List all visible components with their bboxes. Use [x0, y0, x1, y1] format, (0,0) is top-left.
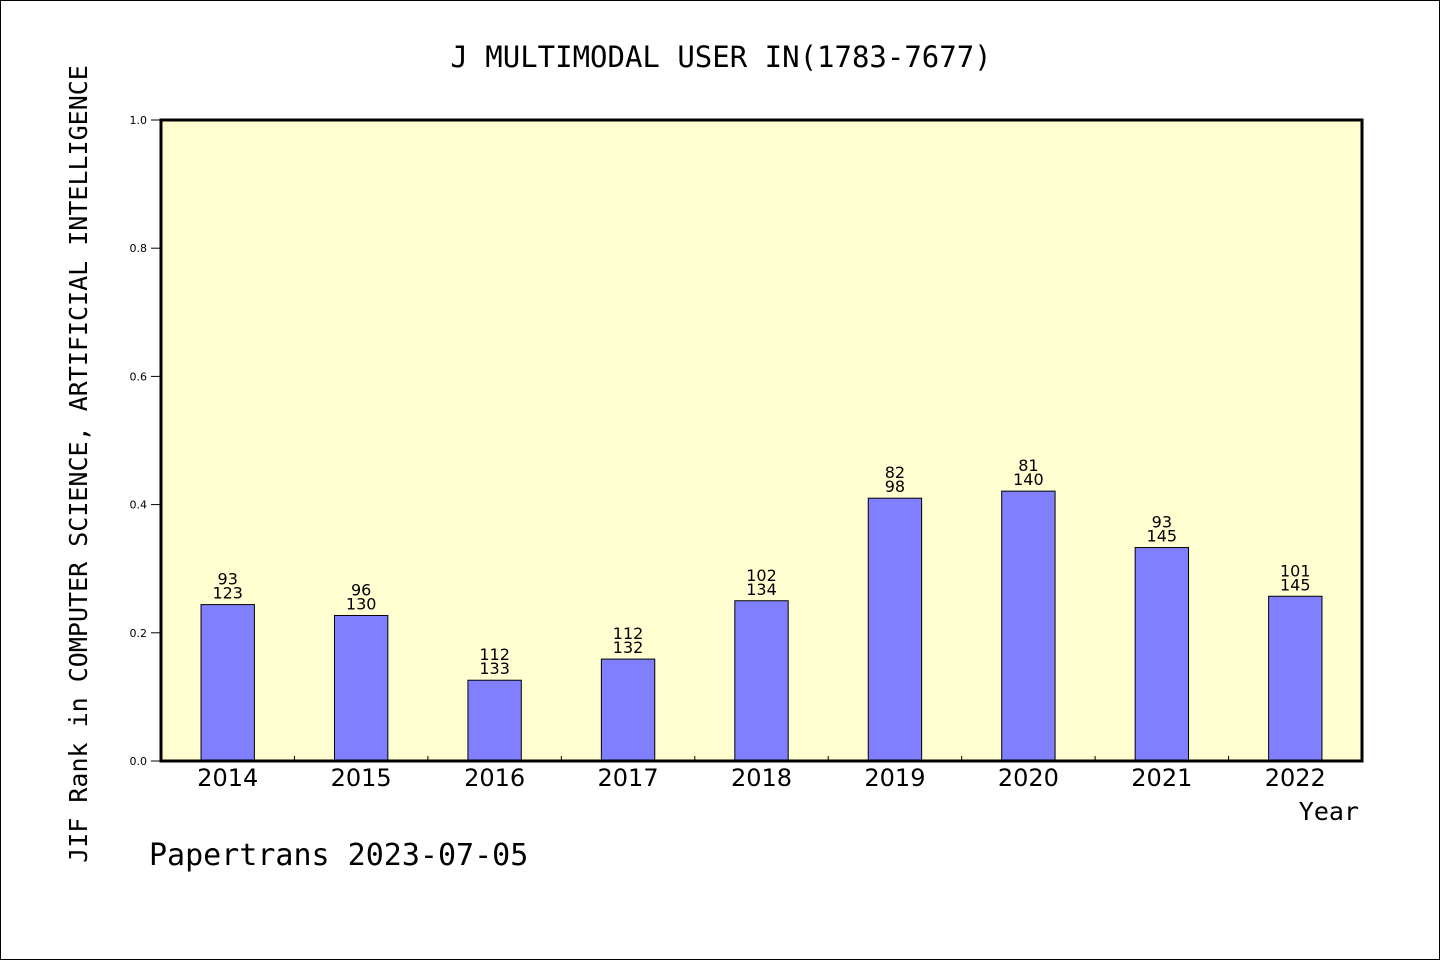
x-tick-label-2019: 2019 — [864, 764, 925, 792]
bar-2015 — [333, 614, 389, 762]
bar-total-label-2016: 133 — [479, 659, 510, 678]
bar-total-label-2020: 140 — [1013, 470, 1044, 489]
bar-2021 — [1134, 547, 1190, 762]
bar-rank-label-2019: 82 — [885, 463, 905, 482]
bar-2020 — [1001, 490, 1056, 762]
y-tick-label-0.8: 0.8 — [130, 242, 148, 255]
footer-credit: Papertrans 2023-07-05 — [149, 838, 528, 873]
plot-frame — [159, 118, 1364, 763]
bar-rank-label-2016: 112 — [479, 645, 510, 664]
x-tick-label-2020: 2020 — [998, 764, 1059, 792]
bar-2014 — [200, 604, 255, 762]
x-tick-label-2022: 2022 — [1265, 764, 1326, 792]
bar-rank-label-2020: 81 — [1018, 456, 1038, 475]
x-tick-label-2017: 2017 — [598, 764, 659, 792]
bar-rank-label-2015: 96 — [351, 580, 371, 599]
bar-2018 — [734, 600, 789, 762]
bars-group — [200, 490, 1323, 762]
bar-rank-label-2014: 93 — [218, 570, 238, 589]
x-tick-label-2021: 2021 — [1131, 764, 1192, 792]
bar-total-label-2021: 145 — [1147, 527, 1178, 546]
bar-total-label-2022: 145 — [1280, 575, 1311, 594]
y-tick-label-0.2: 0.2 — [130, 627, 148, 640]
chart-title: J MULTIMODAL USER IN(1783-7677) — [450, 40, 991, 74]
bar-2017 — [600, 658, 656, 762]
bar-rank-label-2022: 101 — [1280, 561, 1311, 580]
bar-rank-label-2018: 102 — [746, 566, 777, 585]
bar-total-label-2014: 123 — [212, 584, 243, 603]
bar-total-label-2018: 134 — [746, 580, 777, 599]
x-axis-label: Year — [1299, 797, 1359, 826]
y-tick-label-0.0: 0.0 — [130, 755, 148, 768]
bar-2016 — [467, 679, 522, 762]
y-axis-ticks: 0.0 0.2 0.4 0.6 0.8 1.0 — [130, 114, 161, 768]
x-tick-label-2015: 2015 — [331, 764, 392, 792]
y-tick-label-1.0: 1.0 — [130, 114, 148, 127]
x-tick-label-2018: 2018 — [731, 764, 792, 792]
bar-rank-label-2017: 112 — [613, 624, 644, 643]
x-tick-label-2014: 2014 — [197, 764, 258, 792]
bar-total-label-2019: 98 — [885, 477, 905, 496]
y-tick-label-0.6: 0.6 — [130, 370, 148, 383]
x-tick-label-2016: 2016 — [464, 764, 525, 792]
bar-total-label-2017: 132 — [613, 638, 644, 657]
y-tick-label-0.4: 0.4 — [130, 499, 148, 512]
bar-rank-label-2021: 93 — [1152, 513, 1172, 532]
bar-total-label-2015: 130 — [346, 594, 377, 613]
bar-2019 — [867, 497, 923, 762]
x-axis-ticks: 2014 2015 2016 2017 2018 2019 2020 2021 2022 — [197, 756, 1326, 792]
y-axis-label: JIF Rank in COMPUTER SCIENCE, ARTIFICIAL… — [64, 65, 93, 863]
bar-2022 — [1268, 595, 1323, 762]
